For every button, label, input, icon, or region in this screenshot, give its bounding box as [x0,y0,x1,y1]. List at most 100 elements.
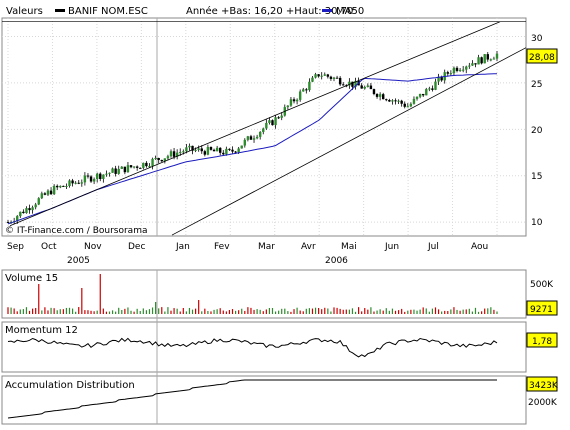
candle-body [403,103,406,107]
candle-body [382,94,385,100]
volume-bar [296,307,298,314]
candle-body [102,174,105,179]
candle-body [135,166,139,168]
candle-body [151,158,154,166]
volume-bar [422,307,424,314]
candle-body [302,89,305,92]
volume-bar [324,307,326,314]
volume-bar [219,308,221,314]
candle-body [163,158,167,162]
candle-body [428,88,431,90]
volume-bar [281,308,283,314]
candle-body [477,57,480,65]
volume-bar [173,308,175,314]
candle-body [182,151,185,153]
volume-bar [127,307,129,314]
volume-bar [487,308,489,314]
volume-bar [222,310,224,314]
volume-bar [99,274,101,314]
volume-bar [447,311,449,314]
volume-bar [124,308,126,314]
candle-body [406,106,410,108]
volume-bar [425,308,427,314]
momentum-line [7,337,498,358]
candle-body [62,185,65,187]
candle-body [129,165,133,168]
volume-bar [428,311,430,314]
candle-body [169,151,173,157]
candle-body [425,89,428,96]
valeurs-label: Valeurs [6,6,43,17]
ad-line [7,379,497,419]
candle-body [289,99,293,106]
volume-bar [93,311,95,314]
candle-body [363,86,366,89]
volume-bar [111,310,114,314]
volume-bar [78,307,80,314]
volume-bar [265,309,267,314]
volume-bar [373,311,375,314]
volume-bar [259,309,261,314]
volume-bar [342,309,344,314]
volume-bar [354,311,357,314]
volume-bar [198,300,200,314]
candle-body [465,66,468,70]
candle-body [175,152,179,157]
candle-body [243,139,247,146]
candle-body [262,128,265,132]
ad-scale: 2000K [528,398,558,408]
candle-body [412,98,416,104]
volume-bar [345,309,347,314]
candle-body [123,166,127,173]
volume-bar [477,311,480,314]
candle-body [335,77,339,79]
candle-body [298,91,302,100]
volume-bar [176,308,178,314]
price-candles [6,51,499,225]
candle-body [203,151,207,155]
volume-bar [462,309,464,314]
candle-body [148,165,151,167]
volume-bar [139,311,141,314]
volume-bar [179,311,181,314]
volume-bar [238,310,240,314]
candle-body [258,131,262,137]
volume-bar [394,310,397,314]
volume-bar [22,309,24,314]
volume-bar [391,308,394,314]
volume-bar [367,309,369,314]
volume-bar [87,310,89,314]
candle-body [492,58,496,60]
ma50-line [7,73,498,225]
credit-text: © IT-Finance.com / Boursorama [5,226,147,236]
volume-bar [136,308,138,314]
volume-bar [108,311,111,314]
x-tick-mar: Mar [258,242,275,252]
candle-body [172,151,176,157]
candle-body [446,72,449,74]
candle-body [40,193,44,199]
ma50-legend-swatch [322,9,332,12]
candle-body [360,85,363,89]
candle-body [46,190,50,195]
volume-bar [493,309,495,314]
last-price-value: 28,08 [529,53,555,63]
volume-bar [50,307,52,314]
volume-bar [299,310,301,314]
x-tick-dec: Dec [128,242,145,252]
volume-bar [376,310,378,314]
candle-body [132,166,136,168]
candle-body [354,80,357,87]
volume-bar [484,308,486,314]
candle-body [71,180,74,184]
candle-body [400,100,403,104]
y-tick-10: 10 [531,218,543,228]
volume-bar [216,309,218,314]
volume-bar [164,311,166,314]
momentum-last-value: 1,78 [532,337,552,347]
year-label-2006: 2006 [325,256,348,266]
grid [2,18,526,424]
candle-body [191,145,194,151]
candle-body [397,100,400,102]
candle-body [320,75,323,77]
